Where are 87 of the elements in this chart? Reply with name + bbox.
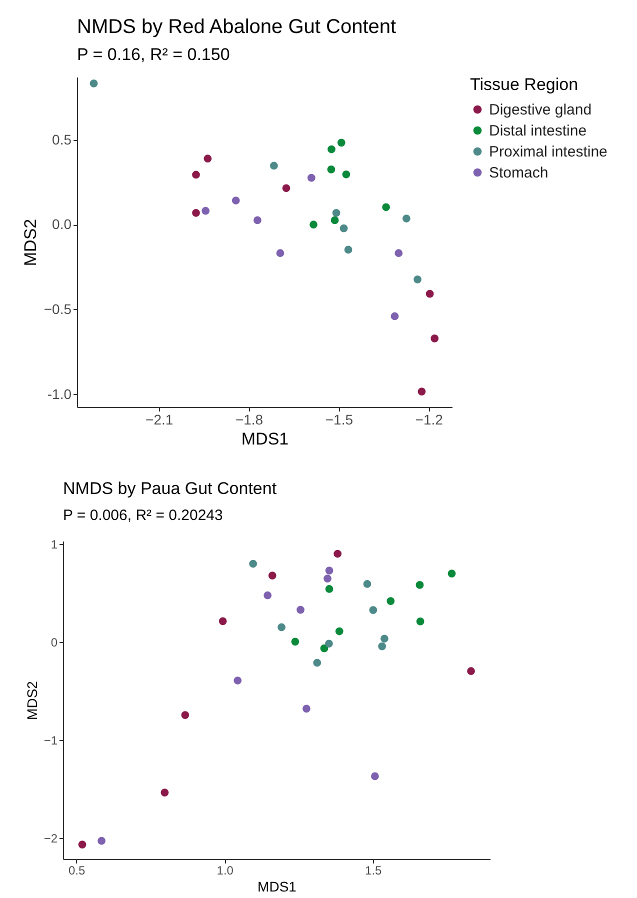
y-tick-label: −2	[44, 832, 58, 846]
point	[202, 206, 210, 215]
point	[342, 170, 350, 178]
point	[378, 642, 386, 650]
point	[414, 275, 422, 284]
chart-title: NMDS by Paua Gut Content	[63, 478, 277, 498]
y-tick-label: 0.5	[52, 131, 72, 148]
x-tick-label: 1.0	[216, 864, 234, 878]
point	[98, 836, 106, 845]
point	[330, 216, 339, 224]
x-axis-title: MDS1	[258, 878, 297, 894]
point	[394, 249, 403, 258]
point	[249, 560, 258, 568]
point	[363, 580, 372, 588]
point	[402, 214, 410, 222]
point	[181, 711, 190, 719]
point	[310, 220, 318, 229]
point	[340, 224, 348, 232]
point	[324, 574, 332, 583]
legend-title: Tissue Region	[470, 75, 578, 94]
point	[204, 154, 212, 163]
x-tick-label: 1.5	[365, 864, 382, 878]
point	[325, 585, 334, 593]
point	[382, 203, 390, 212]
point	[307, 174, 316, 182]
point	[416, 581, 424, 589]
chart-title: NMDS by Red Abalone Gut Content	[77, 16, 397, 38]
y-tick-label: −1	[44, 734, 58, 748]
point	[264, 591, 272, 600]
point	[448, 570, 456, 578]
point	[313, 658, 322, 667]
x-tick-label: −1.2	[415, 412, 444, 428]
point	[332, 208, 340, 217]
x-axis-title: MDS1	[241, 430, 289, 448]
point	[282, 184, 290, 192]
chart-subtitle: P = 0.006, R² = 0.20243	[63, 506, 223, 524]
chart-subtitle: P = 0.16, R² = 0.150	[77, 45, 230, 64]
point	[325, 566, 334, 574]
point	[337, 138, 346, 147]
y-tick-label: -1.0	[47, 386, 72, 402]
y-axis-title: MDS2	[24, 680, 40, 720]
point	[390, 312, 399, 320]
point	[160, 788, 169, 797]
point	[296, 606, 304, 614]
point	[335, 627, 344, 636]
point	[327, 166, 336, 174]
point	[268, 572, 276, 580]
point	[467, 667, 475, 676]
point	[325, 640, 333, 648]
point	[320, 644, 328, 652]
x-tick-label: −2.1	[146, 412, 174, 428]
point	[344, 246, 352, 254]
legend-label: Distal intestine	[489, 122, 587, 140]
point	[192, 170, 200, 179]
point	[302, 704, 310, 713]
legend-label: Proximal intestine	[489, 144, 608, 160]
point	[218, 617, 227, 626]
point	[192, 208, 200, 217]
x-tick-label: 0.5	[68, 864, 86, 878]
point	[276, 249, 284, 258]
y-tick-label: 0.0	[52, 216, 72, 232]
legend-label: Stomach	[489, 164, 548, 182]
x-tick-label: −1.8	[235, 412, 264, 428]
point	[334, 550, 342, 558]
y-tick-label: 1	[50, 537, 58, 552]
point	[270, 162, 278, 170]
point	[426, 290, 434, 298]
point	[232, 196, 240, 204]
legend-label: Digestive gland	[489, 102, 592, 118]
y-axis-title: MDS2	[20, 218, 40, 266]
point	[90, 80, 98, 88]
point	[278, 623, 286, 632]
point	[234, 676, 242, 684]
x-tick-label: −1.5	[325, 412, 354, 428]
point	[78, 840, 86, 849]
y-tick-label: 0	[50, 635, 58, 650]
point	[386, 597, 395, 605]
point	[371, 772, 379, 780]
point	[430, 334, 439, 342]
point	[416, 618, 424, 626]
y-tick-label: −0.5	[44, 300, 72, 317]
point	[369, 606, 378, 614]
point	[254, 216, 262, 224]
point	[418, 388, 426, 396]
point	[328, 145, 336, 154]
point	[380, 634, 388, 643]
point	[291, 638, 300, 646]
